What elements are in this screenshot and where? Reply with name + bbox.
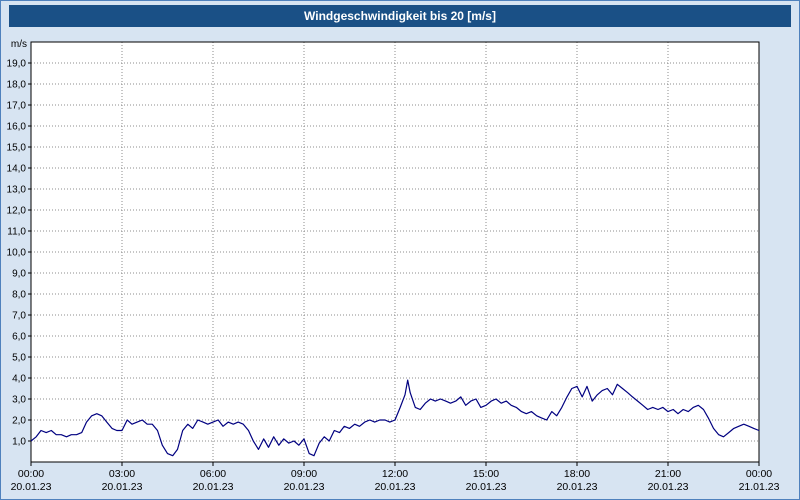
chart-title-bar: Windgeschwindigkeit bis 20 [m/s]: [9, 5, 791, 27]
x-axis-time-label: 09:00: [291, 468, 317, 480]
y-axis-tick-label: 4,0: [12, 374, 26, 385]
y-axis-unit-label: m/s: [11, 39, 27, 50]
y-axis-tick-label: 12,0: [7, 206, 27, 217]
wind-speed-line: [30, 379, 760, 457]
x-axis-date-label: 20.01.23: [284, 481, 325, 493]
y-axis-tick-label: 8,0: [12, 290, 26, 301]
x-axis-date-label: 20.01.23: [557, 481, 598, 493]
x-axis-time-label: 21:00: [655, 468, 681, 480]
y-axis-tick-label: 5,0: [12, 353, 26, 364]
x-axis-date-label: 20.01.23: [11, 481, 52, 493]
y-axis-tick-label: 9,0: [12, 269, 26, 280]
x-axis-time-label: 00:00: [18, 468, 44, 480]
x-axis-date-label: 20.01.23: [193, 481, 234, 493]
y-axis-tick-label: 16,0: [7, 122, 27, 133]
x-axis-date-label: 20.01.23: [648, 481, 689, 493]
y-axis-tick-label: 7,0: [12, 311, 26, 322]
y-axis-tick-label: 1,0: [12, 437, 26, 448]
x-axis-date-label: 20.01.23: [375, 481, 416, 493]
y-axis-tick-label: 3,0: [12, 395, 26, 406]
x-axis-time-label: 06:00: [200, 468, 226, 480]
x-axis-time-label: 03:00: [109, 468, 135, 480]
chart-title: Windgeschwindigkeit bis 20 [m/s]: [304, 9, 496, 23]
y-axis-tick-label: 17,0: [7, 101, 27, 112]
x-axis-date-label: 20.01.23: [102, 481, 143, 493]
y-axis-tick-label: 10,0: [7, 248, 27, 259]
y-axis-tick-label: 18,0: [7, 80, 27, 91]
x-axis-date-label: 21.01.23: [739, 481, 780, 493]
y-axis-tick-label: 14,0: [7, 164, 27, 175]
x-axis-time-label: 12:00: [382, 468, 408, 480]
x-axis-time-label: 15:00: [473, 468, 499, 480]
y-axis-tick-label: 6,0: [12, 332, 26, 343]
x-axis-time-label: 18:00: [564, 468, 590, 480]
y-axis-tick-label: 19,0: [7, 59, 27, 70]
plot-border: [30, 41, 760, 463]
x-axis-time-label: 00:00: [746, 468, 772, 480]
x-axis-date-label: 20.01.23: [466, 481, 507, 493]
y-axis-tick-label: 2,0: [12, 416, 26, 427]
y-axis-tick-label: 15,0: [7, 143, 27, 154]
y-axis-tick-label: 11,0: [7, 227, 26, 238]
y-axis-tick-label: 13,0: [7, 185, 27, 196]
